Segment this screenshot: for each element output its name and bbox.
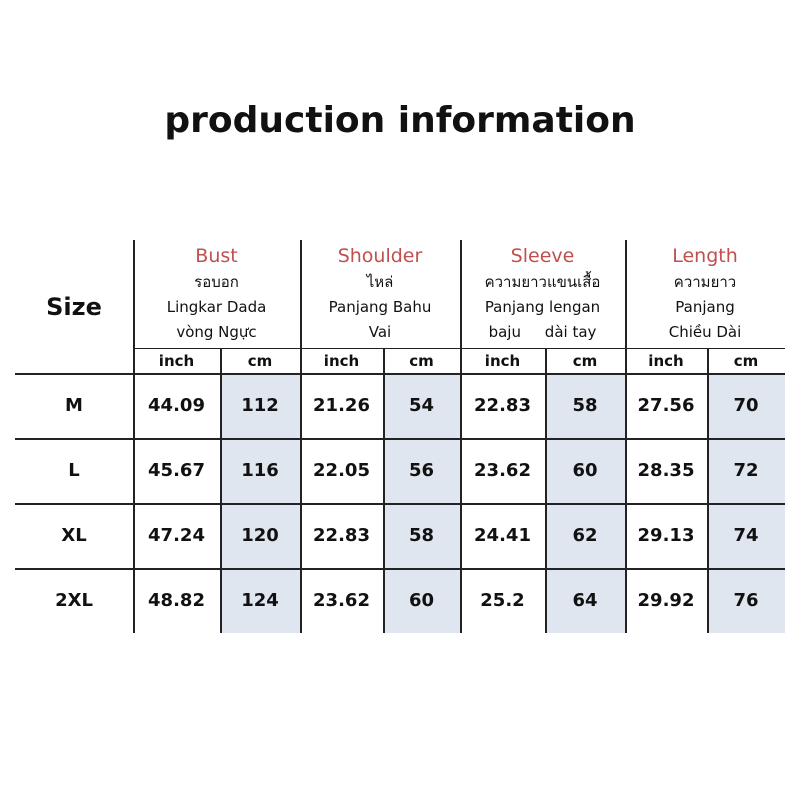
unit-label: inch	[648, 351, 684, 370]
value-cell: 120	[241, 525, 279, 546]
title: production information	[164, 99, 636, 141]
row-line	[15, 568, 785, 570]
value-cell: 54	[408, 395, 435, 416]
value-cell: 112	[241, 395, 279, 416]
row-line	[15, 503, 785, 505]
value-cell: 60	[572, 460, 598, 481]
value-cell: 25.2	[480, 590, 525, 611]
value-cell: 23.62	[474, 460, 531, 481]
column-line	[133, 240, 135, 633]
value-cell: 76	[733, 590, 759, 611]
unit-label: cm	[409, 351, 434, 370]
group-line: รอบอก	[194, 273, 239, 291]
column-line	[220, 348, 222, 633]
group-title: Length	[672, 245, 738, 267]
value-cell: 74	[733, 525, 759, 546]
value-cell: 124	[241, 590, 279, 611]
value-cell: 22.83	[313, 525, 370, 546]
value-cell: 64	[572, 590, 598, 611]
unit-label: inch	[323, 351, 360, 370]
group-line: Lingkar Dada	[166, 298, 267, 316]
column-line	[625, 240, 627, 633]
value-cell: 44.09	[148, 395, 205, 416]
value-cell: 56	[408, 460, 435, 481]
group-line: Panjang	[675, 298, 735, 316]
group-title: Sleeve	[510, 245, 575, 267]
value-cell: 58	[572, 395, 598, 416]
group-line: ไหล่	[366, 273, 394, 291]
value-cell: 62	[572, 525, 598, 546]
size-cell: 2XL	[55, 590, 93, 611]
group-line: ความยาวแขนเสื้อ	[484, 273, 601, 291]
row-line	[15, 373, 785, 375]
value-cell: 58	[408, 525, 435, 546]
value-cell: 70	[733, 395, 759, 416]
value-cell: 27.56	[637, 395, 695, 416]
group-title: Bust	[195, 245, 238, 267]
value-cell: 22.05	[313, 460, 370, 481]
value-cell: 47.24	[148, 525, 205, 546]
value-cell: 48.82	[148, 590, 205, 611]
row-line	[15, 438, 785, 440]
group-line: Panjang lengan	[484, 298, 601, 316]
group-line: baju dài tay	[488, 323, 597, 341]
group-line: Vai	[368, 323, 392, 341]
value-cell: 29.92	[637, 590, 695, 611]
column-line	[300, 240, 302, 633]
unit-label: cm	[247, 351, 273, 370]
value-cell: 24.41	[474, 525, 531, 546]
group-line: Panjang Bahu	[328, 298, 432, 316]
size-cell: M	[65, 395, 83, 416]
value-cell: 22.83	[474, 395, 531, 416]
unit-label: cm	[733, 351, 759, 370]
value-cell: 116	[241, 460, 279, 481]
group-line: ความยาว	[673, 273, 737, 291]
column-line	[460, 240, 462, 633]
value-cell: 28.35	[637, 460, 695, 481]
unit-label: inch	[484, 351, 521, 370]
value-cell: 60	[408, 590, 435, 611]
group-title: Shoulder	[337, 245, 423, 267]
value-cell: 29.13	[637, 525, 695, 546]
unit-label: cm	[572, 351, 598, 370]
value-cell: 45.67	[148, 460, 205, 481]
unit-line	[133, 348, 785, 349]
column-line	[383, 348, 385, 633]
column-line	[545, 348, 547, 633]
group-line: vòng Ngực	[176, 323, 257, 341]
value-cell: 72	[733, 460, 759, 481]
size-cell: XL	[61, 525, 87, 546]
size-cell: L	[68, 460, 80, 481]
unit-label: inch	[158, 351, 195, 370]
value-cell: 21.26	[313, 395, 370, 416]
column-line	[707, 348, 709, 633]
size-label: Size	[46, 292, 102, 321]
value-cell: 23.62	[313, 590, 370, 611]
group-line: Chiều Dài	[668, 323, 742, 341]
